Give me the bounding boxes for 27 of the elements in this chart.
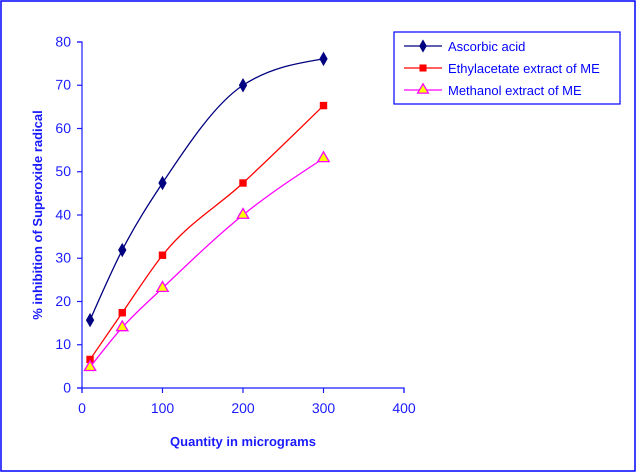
point [317, 151, 330, 162]
x-tick-label: 200 [231, 400, 255, 416]
y-tick-label: 0 [63, 379, 72, 396]
y-tick-label: 40 [55, 206, 72, 222]
y-tick-label: 30 [55, 250, 72, 266]
point [116, 320, 129, 332]
y-tick-label: 20 [55, 292, 72, 309]
legend-label: Ascorbic acid [448, 39, 526, 54]
point [236, 208, 250, 219]
x-tick-label: 400 [392, 400, 416, 416]
x-tick-label: 100 [150, 400, 174, 416]
point [320, 102, 328, 110]
point [156, 280, 169, 292]
y-tick-label: 10 [55, 336, 72, 352]
x-axis-title: Quantity in micrograms [170, 434, 316, 449]
y-tick-label: 80 [55, 33, 72, 50]
y-axis-title: % inhibition of Superoxide radical [30, 110, 45, 320]
x-tick-label: 300 [312, 400, 336, 416]
y-tick-label: 60 [55, 120, 72, 136]
y-tick-label: 50 [55, 163, 72, 180]
point [158, 252, 166, 259]
y-tick-label: 70 [55, 76, 72, 93]
legend-label: Methanol extract of ME [448, 83, 582, 98]
x-tick-label: 0 [78, 400, 86, 416]
point [118, 309, 126, 316]
point [84, 360, 96, 372]
legend-label: Ethylacetate extract of ME [448, 61, 600, 76]
